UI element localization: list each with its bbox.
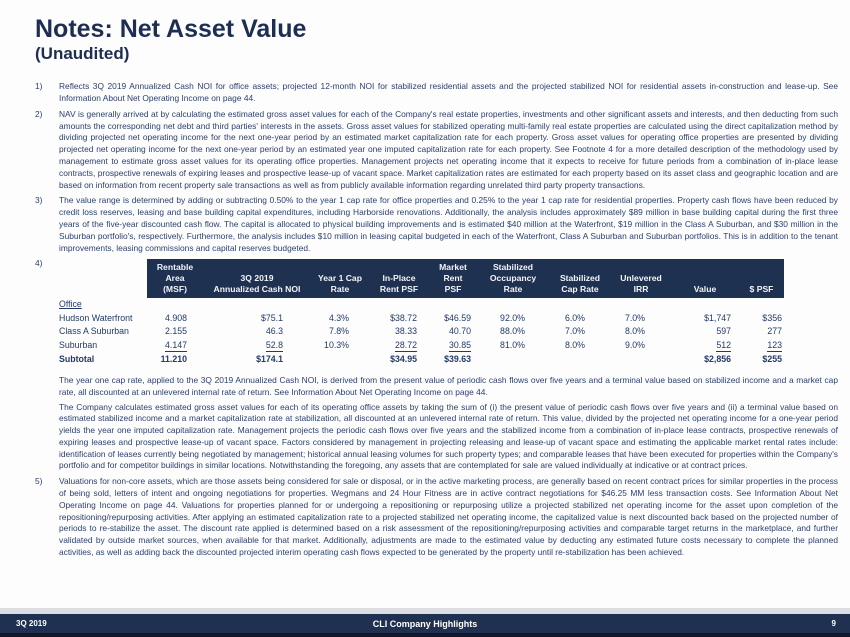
cell-market-rent: 30.85 — [429, 339, 477, 354]
cell-unlev-irr — [611, 353, 671, 367]
cell-year1-cap: 4.3% — [328, 312, 349, 323]
table-row-hudson-waterfront: Hudson Waterfront 4.908 $75.1 4.3% $38.7… — [59, 312, 784, 326]
header-year1-cap-rate: Year 1 Cap Rate — [311, 259, 369, 299]
cell-msf: 2.155 — [164, 326, 187, 337]
cell-value: 512 — [671, 339, 739, 354]
cell-inplace-rent: 38.33 — [394, 326, 417, 337]
cell-inplace-rent: $34.95 — [390, 354, 417, 365]
table-row-suburban: Suburban 4.147 52.8 10.3% 28.72 30.85 81… — [59, 339, 784, 354]
cell-msf: 4.147 — [147, 339, 203, 354]
cell-year1-cap — [311, 353, 369, 367]
note-4-body: Rentable Area (MSF) 3Q 2019 Annualized C… — [59, 258, 838, 472]
note-2-text: NAV is generally arrived at by calculati… — [59, 108, 838, 190]
note-1-number: 1) — [35, 81, 43, 92]
notes-list: 1) Reflects 3Q 2019 Annualized Cash NOI … — [35, 81, 838, 559]
cell-market-rent: $46.59 — [444, 312, 471, 323]
cell-inplace-rent: $38.72 — [390, 312, 417, 323]
note-4-paragraph-1: The year one cap rate, applied to the 3Q… — [59, 374, 838, 397]
header-blank — [59, 259, 147, 298]
header-stabilized-occupancy: Stabilized Occupancy Rate — [477, 259, 549, 299]
cell-year1-cap: 7.8% — [328, 326, 349, 337]
cell-unlev-irr: 9.0% — [624, 340, 645, 351]
note-3-text: The value range is determined by adding … — [59, 195, 838, 253]
note-3: 3) The value range is determined by addi… — [35, 195, 838, 254]
cell-unlev-irr: 8.0% — [624, 326, 645, 337]
cell-market-rent: 40.70 — [448, 326, 471, 337]
nav-valuation-table-wrap: Rentable Area (MSF) 3Q 2019 Annualized C… — [59, 259, 838, 367]
row-label: Subtotal — [59, 354, 95, 365]
note-5-text: Valuations for non-core assets, which ar… — [59, 476, 838, 558]
note-3-number: 3) — [35, 195, 43, 206]
cell-stab-cap: 6.0% — [564, 312, 585, 323]
note-4-number: 4) — [35, 258, 43, 269]
cell-psf: $255 — [762, 354, 782, 365]
table-row-class-a-suburban: Class A Suburban 2.155 46.3 7.8% 38.33 4… — [59, 325, 784, 339]
cell-inplace-rent: 28.72 — [369, 339, 429, 354]
header-stabilized-cap-rate: Stabilized Cap Rate — [549, 259, 611, 299]
note-2-number: 2) — [35, 108, 43, 119]
cell-stab-cap: 7.0% — [564, 326, 585, 337]
footer-title: CLI Company Highlights — [372, 618, 478, 629]
header-market-rent-psf: Market Rent PSF — [429, 259, 477, 299]
cell-psf: 277 — [767, 326, 782, 337]
header-dollar-psf: $ PSF — [739, 259, 784, 299]
note-5-number: 5) — [35, 476, 43, 487]
header-unlevered-irr: Unlevered IRR — [611, 259, 671, 299]
cell-unlev-irr: 7.0% — [624, 312, 645, 323]
cell-stab-occupancy — [477, 353, 549, 367]
cell-psf: 123 — [739, 339, 784, 354]
nav-valuation-table: Rentable Area (MSF) 3Q 2019 Annualized C… — [59, 259, 784, 367]
cell-noi: $75.1 — [260, 312, 283, 323]
cell-value: $2,856 — [704, 354, 731, 365]
row-label: Hudson Waterfront — [59, 312, 133, 323]
note-4: 4) Rentable Area (MSF) — [35, 258, 838, 472]
cell-stab-occupancy: 88.0% — [500, 326, 525, 337]
cell-year1-cap: 10.3% — [324, 340, 349, 351]
cell-market-rent: $39.63 — [444, 354, 471, 365]
cell-stab-occupancy: 81.0% — [500, 340, 525, 351]
table-section-row-office: Office — [59, 298, 784, 312]
cell-stab-occupancy: 92.0% — [500, 312, 525, 323]
section-label-office: Office — [59, 299, 82, 310]
row-label: Class A Suburban — [59, 326, 129, 337]
page-title: Notes: Net Asset Value — [35, 15, 307, 43]
note-4-paragraph-2: The Company calculates estimated gross a… — [59, 401, 838, 471]
table-header-row: Rentable Area (MSF) 3Q 2019 Annualized C… — [59, 259, 784, 299]
cell-psf: $356 — [762, 312, 782, 323]
cell-stab-cap: 8.0% — [564, 340, 585, 351]
row-label: Suburban — [59, 340, 98, 351]
footer-bar: 3Q 2019 CLI Company Highlights 9 — [0, 614, 850, 633]
footer-page-number: 9 — [831, 619, 836, 628]
note-2: 2) NAV is generally arrived at by calcul… — [35, 109, 838, 192]
cell-stab-cap — [549, 353, 611, 367]
cell-noi: 52.8 — [203, 339, 311, 354]
footer-divider — [0, 608, 850, 614]
page-subtitle: (Unaudited) — [35, 44, 130, 64]
table-row-subtotal: Subtotal 11.210 $174.1 $34.95 $39.63 $2,… — [59, 353, 784, 367]
note-5: 5) Valuations for non-core assets, which… — [35, 476, 838, 559]
header-inplace-rent-psf: In-Place Rent PSF — [369, 259, 429, 299]
header-value: Value — [671, 259, 739, 299]
header-rentable-area: Rentable Area (MSF) — [147, 259, 203, 299]
cell-value: 597 — [716, 326, 731, 337]
bottom-edge — [0, 633, 850, 637]
cell-msf: 4.908 — [164, 312, 187, 323]
note-1-text: Reflects 3Q 2019 Annualized Cash NOI for… — [59, 81, 838, 104]
footer-quarter-label: 3Q 2019 — [16, 619, 47, 628]
cell-msf: 11.210 — [160, 354, 187, 365]
note-1: 1) Reflects 3Q 2019 Annualized Cash NOI … — [35, 81, 838, 105]
header-annualized-cash-noi: 3Q 2019 Annualized Cash NOI — [203, 259, 311, 299]
cell-noi: $174.1 — [256, 354, 283, 365]
cell-noi: 46.3 — [265, 326, 283, 337]
cell-value: $1,747 — [704, 312, 731, 323]
